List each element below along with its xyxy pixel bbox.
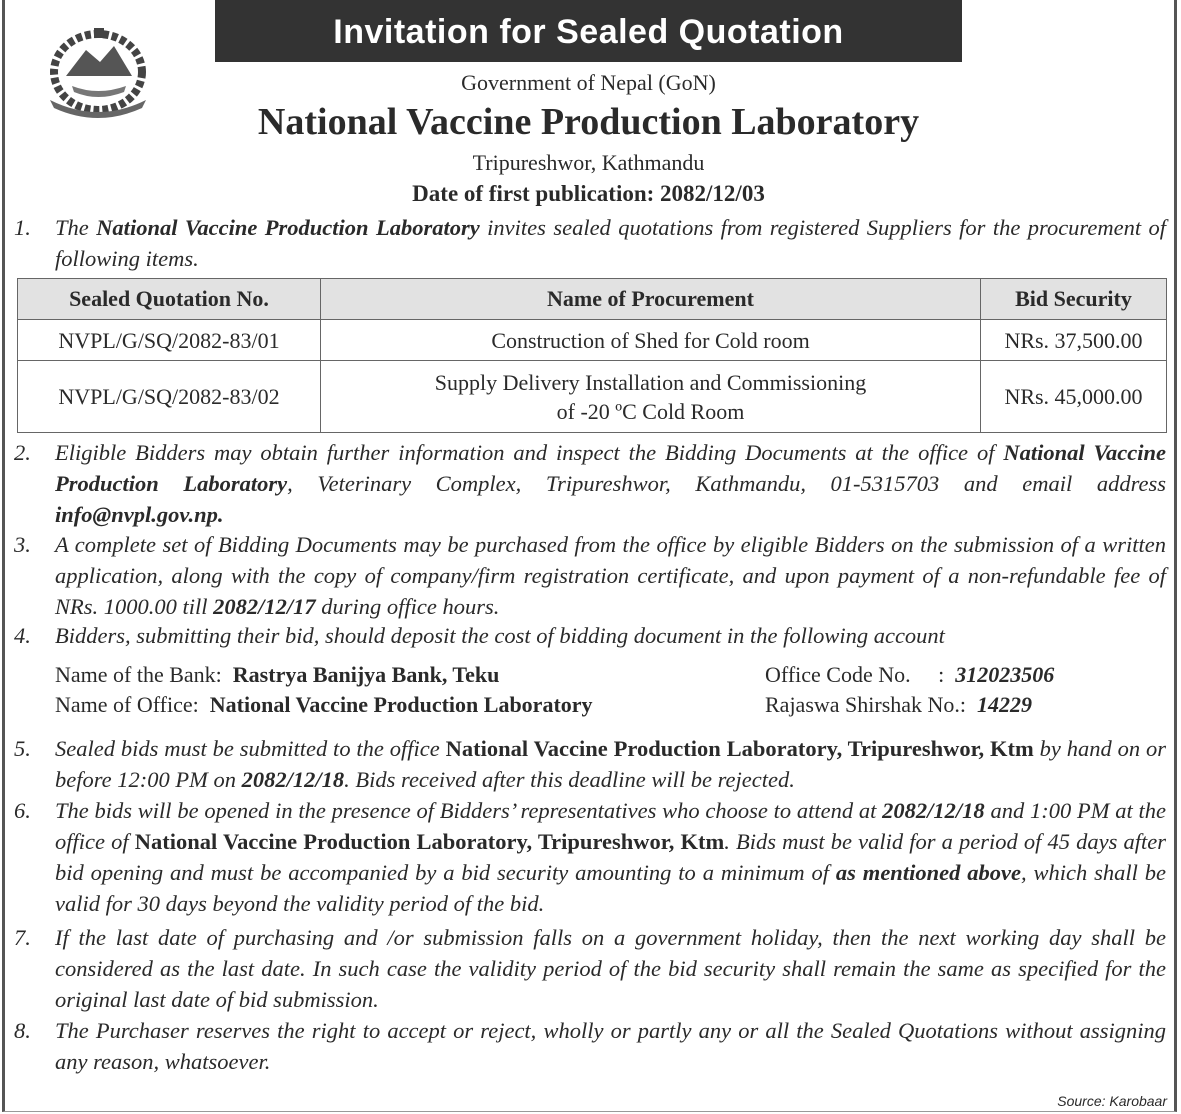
table-row: NVPL/G/SQ/2082-83/02 Supply Delivery Ins… [17,360,1167,433]
bank-name-row: Name of the Bank: Rastrya Banijya Bank, … [55,662,499,688]
bank-label: Name of the Bank: [55,662,222,687]
notice-item: 1. The National Vaccine Production Labora… [14,212,1166,274]
organization-location: Tripureshwor, Kathmandu [472,150,705,175]
organization-name: National Vaccine Production Laboratory [257,101,920,143]
item-text-segment: Bidders, submitting their bid, should de… [55,623,945,648]
item-text-segment: and 1:00 PM at the office of [55,798,1167,854]
office-name-row: Name of Office: National Vaccine Product… [55,692,593,718]
column-header: Bid Security [980,278,1167,320]
item-text-segment: . Bids received after this deadline will… [344,767,795,792]
item-text-segment: Eligible Bidders may obtain further info… [55,440,1004,465]
item-text-segment: info@nvpl.gov.np. [55,502,224,527]
item-text-segment: , which shall be valid for 30 days beyon… [55,860,1167,916]
notice-item: 3. A complete set of Bidding Documents ma… [14,529,1166,622]
bid-security: NRs. 37,500.00 [980,319,1167,361]
item-text-segment: during office hours. [315,594,500,619]
bank-value: Rastrya Banijya Bank, Teku [232,662,500,687]
notice-item: 5. Sealed bids must be submitted to the o… [14,733,1166,795]
item-text-segment: National Vaccine Production Laboratory [96,215,480,240]
government-name: Government of Nepal (GoN) [461,70,716,95]
item-text-segment: as mentioned above [835,860,1021,885]
item-text: Bidders, submitting their bid, should de… [55,620,1166,651]
item-text-segment: National Vaccine Production Laboratory, … [445,736,1034,761]
item-text: Sealed bids must be submitted to the off… [55,733,1166,795]
item-text-segment: , Veterinary Complex, Tripureshwor, Kath… [287,471,1167,496]
item-text-segment: National Vaccine Production Laboratory, … [134,829,725,854]
procurement-name-line1: Supply Delivery Installation and Commiss… [434,369,867,395]
notice-item: 8. The Purchaser reserves the right to ac… [14,1015,1166,1077]
notice-item: 6. The bids will be opened in the presenc… [14,795,1166,919]
table-row: NVPL/G/SQ/2082-83/01 Construction of She… [17,319,1167,361]
item-text-segment: 2082/12/18 [882,798,985,823]
item-text-segment: 2082/12/18 [241,767,345,792]
item-text-segment: A complete set of Bidding Documents may … [55,532,1166,619]
procurement-name-line2: of -20 ºC Cold Room [556,398,745,424]
item-number: 7. [14,925,31,950]
item-text-segment: . Bids must be valid for a period of 45 … [55,829,1166,885]
office-code-row: Office Code No. : 312023506 [765,662,1054,688]
column-header: Sealed Quotation No. [17,278,321,320]
notice-item: 7. If the last date of purchasing and /or… [14,922,1166,1015]
nepal-emblem-icon [50,28,146,118]
procurement-name: Construction of Shed for Cold room [320,319,981,361]
item-text: The bids will be opened in the presence … [55,795,1166,919]
item-text: The Purchaser reserves the right to acce… [55,1015,1166,1077]
notice-item: 2. Eligible Bidders may obtain further in… [14,437,1166,530]
item-number: 3. [14,532,31,557]
procurement-table: Sealed Quotation No. Name of Procurement… [17,278,1167,433]
office-value: National Vaccine Production Laboratory [209,692,593,717]
item-number: 2. [14,440,31,465]
item-text: If the last date of purchasing and /or s… [55,922,1166,1015]
item-number: 4. [14,623,31,648]
item-text-segment: If the last date of purchasing and /or s… [55,925,1166,1012]
item-text-segment: 2082/12/17 [213,594,316,619]
quotation-no: NVPL/G/SQ/2082-83/01 [17,319,321,361]
item-text: A complete set of Bidding Documents may … [55,529,1166,622]
procurement-name: Supply Delivery Installation and Commiss… [320,360,981,433]
item-text: The National Vaccine Production Laborato… [55,212,1166,274]
rajaswa-value: 14229 [977,692,1033,717]
item-text-segment: invites sealed quotations from registere… [55,215,1167,271]
notice-item: 4. Bidders, submitting their bid, should … [14,620,1166,651]
item-number: 6. [14,798,31,823]
rajaswa-label: Rajaswa Shirshak No.: [765,692,967,717]
publication-date: Date of first publication: 2082/12/03 [412,181,765,206]
source-credit: Source: Karobaar [1057,1093,1167,1109]
table-header-row: Sealed Quotation No. Name of Procurement… [17,278,1167,320]
notice-title: Invitation for Sealed Quotation [215,0,962,62]
code-value: 312023506 [955,662,1055,687]
item-text-segment: by hand on or before 12:00 PM on [55,736,1166,792]
item-number: 1. [14,215,31,240]
item-text-segment: The Purchaser reserves the right to acce… [55,1018,1166,1074]
code-label: Office Code No. : [765,662,945,687]
quotation-no: NVPL/G/SQ/2082-83/02 [17,360,321,433]
item-number: 8. [14,1018,31,1043]
column-header: Name of Procurement [320,278,981,320]
item-text: Eligible Bidders may obtain further info… [55,437,1166,530]
item-text-segment: The [55,215,97,240]
item-text-segment: Sealed bids must be submitted to the off… [55,736,446,761]
item-text-segment: National Vaccine Production Laboratory [55,440,1166,496]
item-number: 5. [14,736,31,761]
office-label: Name of Office: [55,692,199,717]
item-text-segment: The bids will be opened in the presence … [55,798,883,823]
bid-security: NRs. 45,000.00 [980,360,1167,433]
rajaswa-row: Rajaswa Shirshak No.: 14229 [765,692,1032,718]
